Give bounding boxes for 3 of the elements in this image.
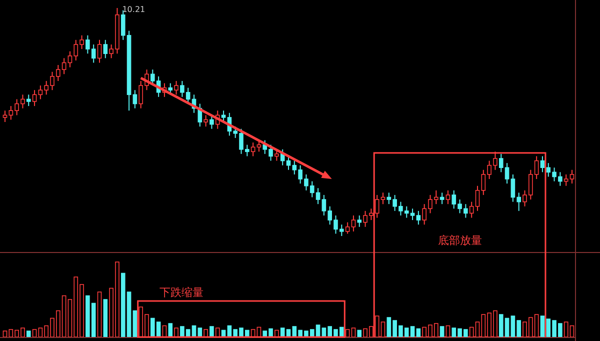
annotation: 10.21: [122, 5, 146, 14]
annotation: 底部放量: [438, 234, 482, 247]
annotation: 下跌缩量: [159, 286, 204, 299]
